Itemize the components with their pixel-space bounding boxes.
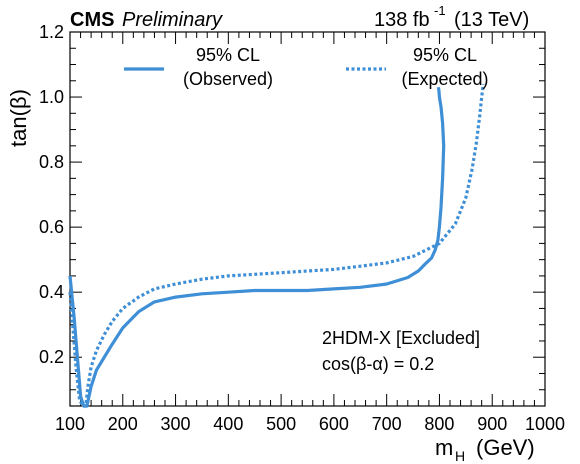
lumi-exponent: -1 (434, 3, 446, 18)
observed-curve (68, 87, 446, 408)
expected-curve (68, 83, 485, 408)
x-axis-title-unit: (GeV) (476, 435, 535, 460)
y-tick-labels: 0.2 0.4 0.6 0.8 1.0 1.2 (39, 22, 64, 367)
x-axis-title: m (435, 435, 453, 460)
x-tick-label: 400 (213, 414, 243, 434)
x-tick-label: 100 (55, 414, 85, 434)
x-axis-title-subscript: H (455, 448, 465, 464)
lumi-label: 138 fb (374, 9, 430, 31)
legend-observed-line1: 95% CL (196, 45, 260, 65)
y-tick-label: 0.2 (39, 347, 64, 367)
x-tick-labels: 100 200 300 400 500 600 700 800 900 1000 (55, 414, 565, 434)
x-tick-label: 800 (424, 414, 454, 434)
legend-observed-line2: (Observed) (183, 69, 273, 89)
annotation-line1: 2HDM-X [Excluded] (322, 328, 480, 348)
x-tick-label: 600 (319, 414, 349, 434)
energy-label: (13 TeV) (454, 9, 529, 31)
y-tick-label: 1.2 (39, 22, 64, 42)
y-axis-title: tan(β) (6, 89, 31, 147)
status-label: Preliminary (122, 9, 223, 31)
x-tick-label: 900 (477, 414, 507, 434)
y-tick-label: 0.6 (39, 217, 64, 237)
y-tick-label: 0.4 (39, 282, 64, 302)
annotation-line2: cos(β-α) = 0.2 (322, 354, 434, 374)
y-tick-label: 1.0 (39, 87, 64, 107)
plot-frame (69, 31, 546, 407)
x-tick-label: 1000 (525, 414, 565, 434)
x-tick-label: 200 (108, 414, 138, 434)
legend-expected-line2: (Expected) (401, 69, 488, 89)
x-tick-label: 500 (266, 414, 296, 434)
axis-ticks (69, 32, 546, 407)
legend: 95% CL (Observed) 95% CL (Expected) (124, 45, 489, 89)
x-tick-label: 700 (372, 414, 402, 434)
y-tick-label: 0.8 (39, 152, 64, 172)
legend-expected-line1: 95% CL (413, 45, 477, 65)
experiment-label: CMS (70, 9, 114, 31)
x-tick-label: 300 (161, 414, 191, 434)
